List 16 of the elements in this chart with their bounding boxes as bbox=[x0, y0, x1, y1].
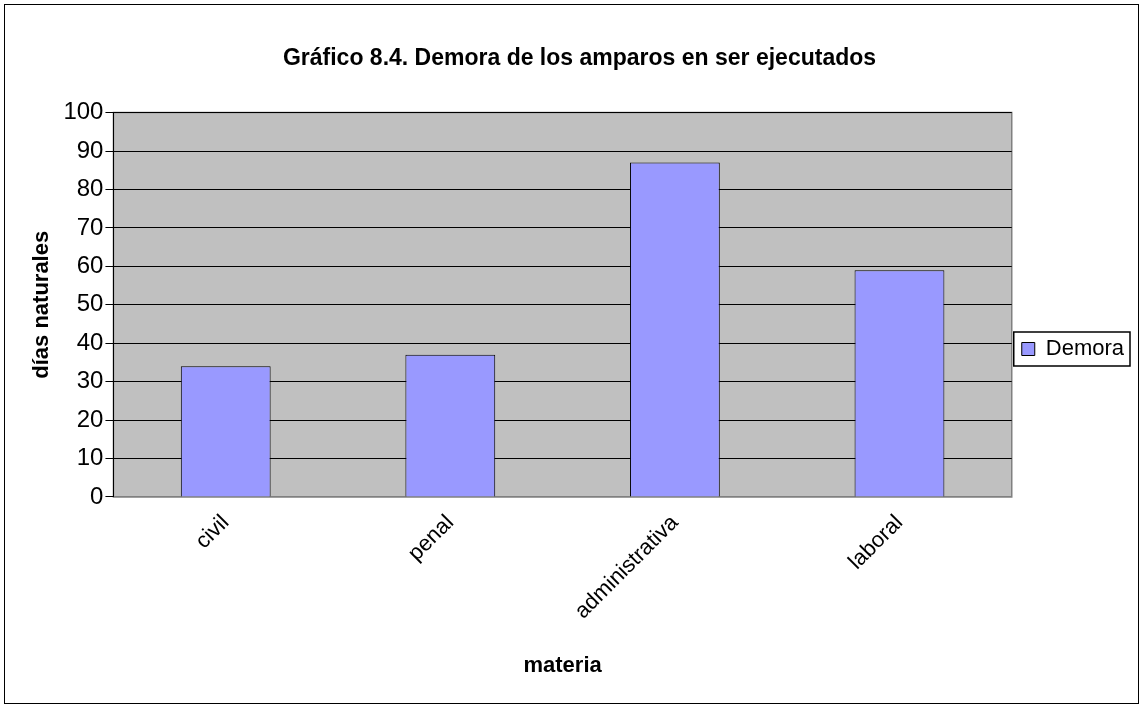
y-tick-label: 30 bbox=[76, 366, 104, 394]
y-tick-label: 70 bbox=[76, 212, 104, 240]
x-axis-title: materia bbox=[523, 651, 603, 677]
y-tick-label: 20 bbox=[76, 404, 104, 432]
y-tick-label: 0 bbox=[90, 481, 104, 509]
y-tick-label: 100 bbox=[63, 97, 104, 125]
chart-title: Gráfico 8.4. Demora de los amparos en ser ejecutados bbox=[282, 44, 877, 71]
y-tick-label: 90 bbox=[76, 135, 104, 163]
x-tick-label: civil bbox=[189, 509, 234, 554]
legend-label: Demora bbox=[1045, 335, 1125, 361]
y-tick-label: 60 bbox=[76, 250, 104, 278]
y-axis-title: días naturales bbox=[28, 230, 54, 379]
y-tick-label: 10 bbox=[76, 443, 104, 471]
y-tick-label: 50 bbox=[76, 289, 104, 317]
y-tick-label: 80 bbox=[76, 174, 104, 202]
y-tick-label: 40 bbox=[76, 327, 104, 355]
